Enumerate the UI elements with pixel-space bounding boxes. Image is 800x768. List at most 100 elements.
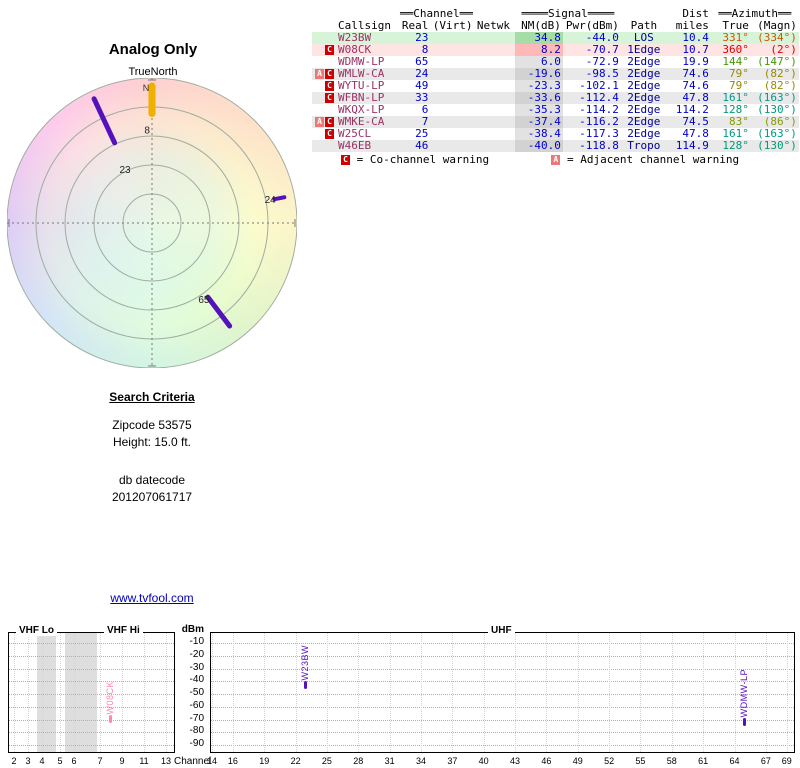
table-row: W46EB 46 -40.0 -118.8 Tropo 114.9 128° (130°) (312, 140, 799, 152)
channel-gridline (609, 633, 611, 752)
channel-virt (430, 104, 475, 116)
channel-tick-label: 16 (227, 756, 238, 766)
azimuth-true: 128° (722, 104, 749, 116)
col-netwk: Netwk (476, 20, 510, 32)
dbm-gridline (211, 655, 794, 657)
adjacent-channel-badge: A (315, 117, 324, 127)
callsign: W46EB (338, 140, 372, 152)
channel-tick-label: 11 (139, 756, 149, 766)
radar-channel-label: 24 (265, 195, 277, 206)
signal-group-header: ════Signal════ (521, 8, 615, 20)
col-callsign: Callsign (338, 20, 391, 32)
co-channel-badge: C (341, 155, 350, 165)
azimuth-group-header: ══Azimuth══ (718, 8, 792, 20)
dbm-tick-label: -30 (189, 661, 204, 673)
tvfool-link[interactable]: www.tvfool.com (110, 591, 194, 605)
channel-group-header: ══Channel══ (400, 8, 473, 20)
azimuth-true: 83° (728, 116, 749, 128)
signal-pwr: -70.7 (585, 44, 619, 56)
network (475, 68, 515, 80)
channel-tick-label: 9 (119, 756, 125, 766)
channel-tick-label: 13 (160, 756, 171, 766)
criteria-height: Height: 15.0 ft. (112, 435, 192, 449)
channel-tick-label: 14 (206, 756, 217, 766)
radar-signal-23 (91, 96, 118, 146)
callsign: WYTU-LP (338, 80, 385, 92)
table-row: C WYTU-LP 49 -23.3 -102.1 2Edge 74.6 79° (82°) (312, 80, 799, 92)
table-row: WDMW-LP 65 6.0 -72.9 2Edge 19.9 144° (147°) (312, 56, 799, 68)
channel-gridline (28, 633, 29, 752)
network (475, 140, 515, 152)
channel-tick-label: 31 (384, 756, 395, 766)
callsign: W08CK (338, 44, 372, 56)
dbm-gridline (211, 668, 794, 670)
table-column-header-row: Callsign Real (Virt) Netwk NM(dB) Pwr(dB… (312, 20, 799, 32)
channel-tick-label: 28 (353, 756, 364, 766)
vhf-panel (8, 632, 175, 753)
warning-badges (312, 104, 336, 116)
channel-gridline (421, 633, 422, 752)
col-virt: (Virt) (432, 20, 473, 32)
network (475, 44, 515, 56)
signal-nm: -33.6 (514, 92, 563, 104)
distance-miles: 47.8 (682, 128, 709, 140)
radar-channel-label: 8 (144, 125, 150, 136)
dbm-gridline (9, 719, 174, 721)
signal-nm: -35.3 (514, 104, 563, 116)
dbm-gridline (211, 732, 794, 734)
channel-virt (430, 92, 475, 104)
channel-gridline (14, 633, 15, 752)
compass-north-label: N (143, 83, 150, 93)
channel-axis-label: Channel (174, 756, 212, 767)
radar-channel-label: 65 (198, 295, 210, 306)
col-magn: (Magn) (757, 20, 797, 32)
channel-tick-label: 19 (259, 756, 270, 766)
dbm-gridline (9, 706, 174, 708)
dbm-gridline (9, 681, 174, 683)
table-row: A C WMKE-CA 7 -37.4 -116.2 2Edge 74.5 83° (86°) (312, 116, 799, 128)
channel-real: 8 (421, 44, 429, 56)
search-criteria-title: Search Criteria (109, 390, 195, 404)
channel-gridline (734, 633, 736, 752)
network (475, 56, 515, 68)
channel-tick-label: 6 (71, 756, 77, 766)
distance-miles: 19.9 (682, 56, 709, 68)
distance-miles: 47.8 (682, 92, 709, 104)
signal-pwr: -116.2 (579, 116, 619, 128)
dbm-gridline (9, 745, 174, 746)
table-row: A C WMLW-CA 24 -19.6 -98.5 2Edge 74.6 79° (82°) (312, 68, 799, 80)
signal-pwr: -114.2 (579, 104, 619, 116)
channel-virt (430, 116, 475, 128)
channel-real: 6 (421, 104, 429, 116)
channel-tick-label: 61 (698, 756, 709, 766)
signal-nm: -37.4 (514, 116, 563, 128)
channel-tick-label: 25 (321, 756, 332, 766)
dbm-gridline (9, 643, 174, 644)
channel-gridline (326, 633, 328, 752)
radar-signal-24 (272, 195, 287, 202)
network (475, 104, 515, 116)
azimuth-true: 161° (722, 128, 749, 140)
co-channel-badge: C (325, 45, 334, 55)
warning-badges (312, 32, 336, 44)
azimuth-magn: (86°) (763, 116, 797, 128)
azimuth-magn: (82°) (763, 68, 797, 80)
callsign: WFBN-LP (338, 92, 385, 104)
callsign: WMLW-CA (338, 68, 385, 80)
dbm-tick-label: -40 (189, 674, 204, 686)
channel-gridline (100, 633, 101, 752)
signal-nm: -40.0 (514, 140, 563, 152)
azimuth-true: 360° (722, 44, 749, 56)
site-link-container: www.tvfool.com (72, 591, 232, 605)
dist-group-header: Dist (682, 8, 709, 20)
channel-gridline (671, 633, 673, 752)
channel-tick-label: 46 (541, 756, 552, 766)
warning-badges: C (312, 92, 336, 104)
channel-tick-label: 4 (39, 756, 45, 766)
dbm-gridline (9, 655, 174, 657)
col-nm: NM(dB) (521, 20, 561, 32)
channel-gridline (42, 633, 43, 752)
dbm-gridline (211, 643, 794, 644)
azimuth-magn: (334°) (757, 32, 797, 44)
